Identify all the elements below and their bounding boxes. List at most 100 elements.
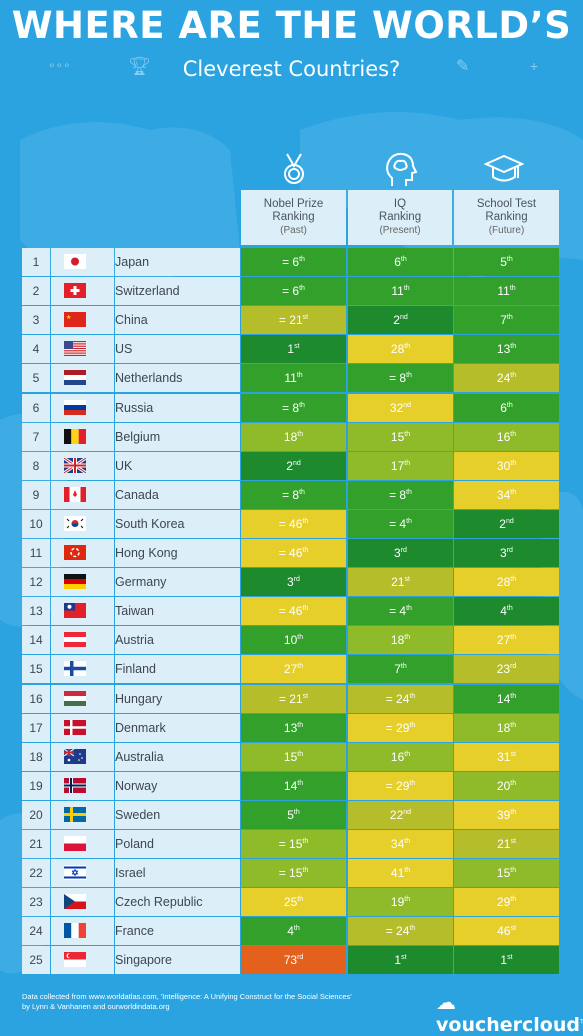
nobel-rank-value: = 46 xyxy=(278,546,303,560)
nobel-rank-suffix: th xyxy=(299,285,305,293)
nobel-rank-cell: = 21st xyxy=(241,684,346,713)
nobel-rank-suffix: th xyxy=(302,605,309,613)
school-rank-value: 11 xyxy=(497,284,510,299)
nobel-rank-suffix: th xyxy=(299,488,305,496)
country-name: UK xyxy=(115,451,240,480)
country-name: Austria xyxy=(115,626,240,655)
country-rank: 13 xyxy=(22,597,50,626)
flag-cell xyxy=(51,597,114,626)
country-name: Sweden xyxy=(115,800,240,829)
school-rank-suffix: rd xyxy=(510,663,517,671)
table-row: 8 UK 2nd 17th 30th xyxy=(22,451,559,481)
iq-rank-value: 3 xyxy=(394,546,401,560)
school-rank-suffix: nd xyxy=(505,517,514,525)
table-row: 17 Denmark 13th = 29th 18th xyxy=(22,713,559,743)
flag-cell xyxy=(51,742,114,771)
table-row: 22 Israel = 15th 41th 15th xyxy=(22,859,559,888)
iq-rank-suffix: th xyxy=(404,634,411,642)
uk-flag-icon xyxy=(64,457,86,473)
nobel-rank-suffix: th xyxy=(297,663,304,671)
nobel-rank-cell: = 8th xyxy=(241,480,346,509)
school-rank-value: 2 xyxy=(499,516,506,531)
hungary-flag-icon xyxy=(64,690,86,706)
table-row: 25 Singapore 73rd 1st 1st xyxy=(22,946,559,975)
school-rank-value: 1 xyxy=(500,953,508,968)
austria-flag-icon xyxy=(64,632,86,648)
country-rank: 22 xyxy=(22,859,50,888)
table-row: 2 Switzerland = 6th 11th 11th xyxy=(22,277,559,306)
japan-flag-icon xyxy=(64,254,86,269)
iq-rank-suffix: th xyxy=(403,285,410,293)
country-rank: 17 xyxy=(22,713,50,742)
iq-rank-suffix: th xyxy=(404,459,411,467)
nobel-rank-value: 27 xyxy=(283,662,298,677)
country-name: Singapore xyxy=(115,946,240,975)
logo-tm: TM xyxy=(579,1018,583,1026)
nobel-rank-value: 18 xyxy=(283,429,298,444)
flag-cell xyxy=(51,830,114,858)
iq-rank-value: 41 xyxy=(390,866,405,881)
belgium-flag-icon xyxy=(64,428,86,444)
flag-cell xyxy=(51,655,114,684)
country-rank: 21 xyxy=(22,830,50,858)
country-rank: 19 xyxy=(22,771,50,800)
iq-rank-value: 18 xyxy=(390,633,405,648)
nobel-rank-value: 4 xyxy=(287,924,294,939)
iq-rank-cell: 21st xyxy=(348,568,453,597)
school-rank-cell: 13th xyxy=(454,335,559,364)
country-name: Norway xyxy=(115,771,240,800)
country-name: China xyxy=(115,306,240,335)
nobel-rank-value: 2 xyxy=(286,458,293,473)
iq-rank-value: 21 xyxy=(391,575,405,590)
switzerland-flag-icon xyxy=(64,283,86,299)
iq-rank-suffix: th xyxy=(406,605,412,613)
school-rank-value: 14 xyxy=(496,691,511,706)
sweden-flag-icon xyxy=(64,806,86,822)
table-row: 6 Russia = 8th 32nd 6th xyxy=(22,393,559,423)
iq-rank-value: 28 xyxy=(390,342,405,357)
iq-rank-suffix: th xyxy=(404,343,411,351)
school-rank-suffix: th xyxy=(506,605,513,613)
nobel-rank-suffix: th xyxy=(297,750,304,758)
nobel-rank-value: 1 xyxy=(287,342,295,357)
school-rank-suffix: th xyxy=(510,459,517,467)
table-row: 24 France 4th = 24th 46st xyxy=(22,917,559,946)
cloud-icon: ☁ xyxy=(436,990,456,1014)
iq-rank-cell: 18th xyxy=(348,626,453,655)
country-name: France xyxy=(115,917,240,946)
school-rank-cell: 20th xyxy=(454,771,559,800)
table-row: 12 Germany 3rd 21st 28th xyxy=(22,568,559,597)
nobel-rank-suffix: th xyxy=(297,896,304,904)
school-rank-cell: 6th xyxy=(454,393,559,422)
column-header-sub: (Future) xyxy=(488,225,525,236)
school-rank-suffix: th xyxy=(510,808,517,816)
iq-rank-cell: 15th xyxy=(348,422,453,451)
school-rank-value: 16 xyxy=(496,429,511,444)
school-rank-value: 6 xyxy=(500,400,507,415)
school-rank-suffix: th xyxy=(506,314,513,322)
nobel-rank-value: = 8 xyxy=(282,400,300,415)
russia-flag-icon xyxy=(64,399,86,415)
school-rank-value: 30 xyxy=(496,458,511,473)
netherlands-flag-icon xyxy=(64,370,86,386)
table-row: 7 Belgium 18th 15th 16th xyxy=(22,422,559,452)
nobel-rank-cell: 27th xyxy=(241,655,346,684)
nobel-rank-suffix: th xyxy=(302,838,309,845)
country-rank: 7 xyxy=(22,422,50,451)
school-rank-suffix: th xyxy=(510,576,517,584)
israel-flag-icon xyxy=(64,865,86,881)
flag-cell xyxy=(51,480,114,509)
footer-source: Data collected from www.worldatlas.com, … xyxy=(22,992,352,1011)
iq-rank-value: 32 xyxy=(389,400,404,415)
iq-rank-value: 19 xyxy=(390,895,405,910)
school-rank-value: 24 xyxy=(496,371,511,386)
school-rank-cell: 29th xyxy=(454,888,559,917)
country-rank: 8 xyxy=(22,451,50,480)
country-rank: 11 xyxy=(22,539,50,567)
table-row: 15 Finland 27th 7th 23rd xyxy=(22,655,559,684)
flag-cell xyxy=(51,568,114,597)
nobel-rank-cell: = 6th xyxy=(241,248,346,276)
svg-text:★: ★ xyxy=(66,314,71,321)
table-row: 9 Canada = 8th = 8th 34th xyxy=(22,480,559,510)
nobel-rank-value: 73 xyxy=(283,953,298,968)
